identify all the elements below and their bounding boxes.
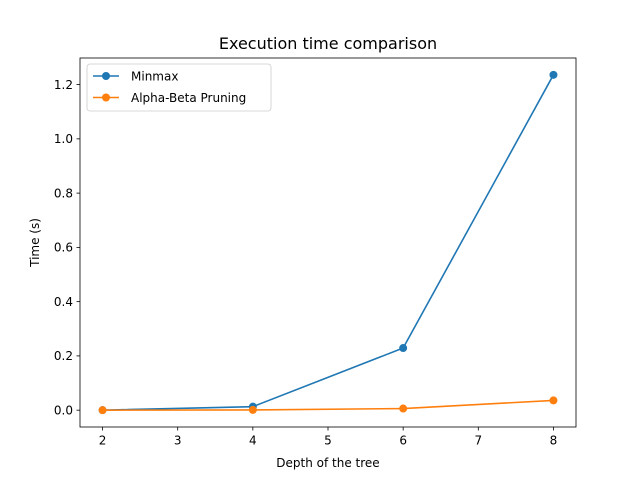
- y-tick-label: 1.2: [54, 78, 73, 92]
- series-line: [102, 74, 555, 411]
- series-layer: [98, 70, 558, 415]
- x-tick-label: 5: [324, 434, 332, 448]
- legend: Minmax Alpha-Beta Pruning: [86, 63, 272, 112]
- legend-box: [86, 63, 272, 112]
- data-point: [549, 396, 558, 405]
- chart-title: Execution time comparison: [219, 34, 437, 53]
- series-line: [102, 399, 554, 411]
- x-tick-label: 3: [174, 434, 182, 448]
- series-1: [98, 396, 558, 415]
- plot-frame: [79, 57, 577, 428]
- y-tick-label: 0.2: [54, 349, 73, 363]
- legend-item: Alpha-Beta Pruning: [93, 91, 246, 105]
- y-tick-label: 0.4: [54, 295, 73, 309]
- legend-item: Minmax: [93, 69, 178, 83]
- x-tick-label: 6: [399, 434, 407, 448]
- y-tick-label: 1.0: [54, 132, 73, 146]
- axis-ticks: 2 3 4 5 6 7 8 0.0 0.2 0.4 0.6 0.8 1.0 1.2: [54, 78, 557, 448]
- legend-label: Alpha-Beta Pruning: [131, 91, 246, 105]
- legend-marker: [102, 93, 110, 102]
- x-tick-label: 2: [99, 434, 107, 448]
- x-tick-label: 7: [474, 434, 482, 448]
- data-point: [248, 405, 257, 414]
- x-axis-label: Depth of the tree: [276, 456, 379, 470]
- data-point: [98, 406, 107, 415]
- y-tick-label: 0.0: [54, 403, 73, 417]
- legend-label: Minmax: [131, 69, 178, 83]
- y-tick-label: 0.8: [54, 186, 73, 200]
- y-tick-label: 0.6: [54, 241, 73, 255]
- legend-marker: [102, 72, 110, 80]
- data-point: [549, 70, 558, 79]
- y-axis-label: Time (s): [28, 218, 42, 268]
- x-tick-label: 8: [550, 434, 558, 448]
- data-point: [399, 344, 408, 353]
- x-tick-label: 4: [249, 434, 257, 448]
- data-point: [399, 404, 408, 413]
